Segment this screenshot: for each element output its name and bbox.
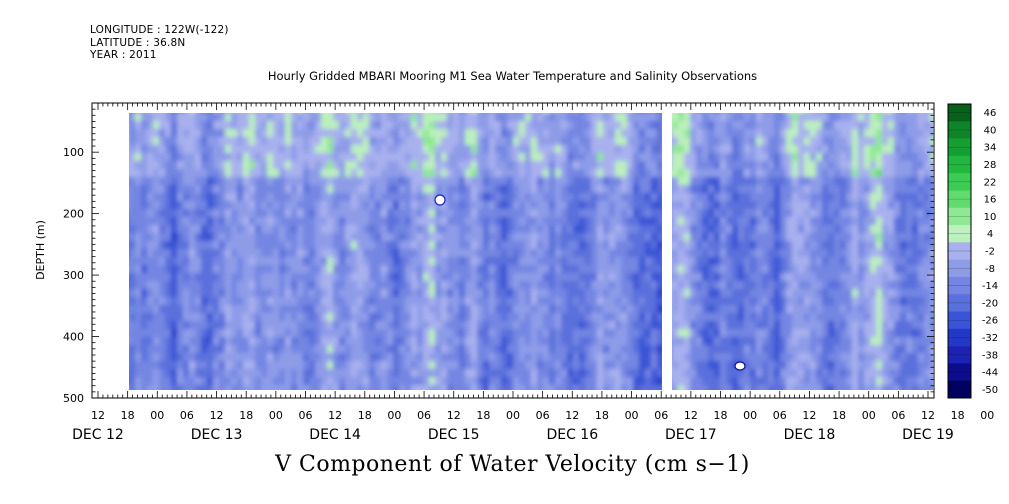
colorbar-swatch <box>948 121 971 139</box>
x-hour-tick-label: 00 <box>269 409 283 422</box>
colorbar-label: 16 <box>984 195 997 206</box>
colorbar-swatch <box>948 173 971 191</box>
missing-data-blob <box>734 361 746 371</box>
x-date-label: DEC 17 <box>665 427 717 443</box>
x-hour-tick-label: 12 <box>565 409 579 422</box>
x-hour-tick-label: 00 <box>387 409 401 422</box>
x-hour-tick-label: 00 <box>980 409 994 422</box>
colorbar-label: 46 <box>984 108 997 119</box>
x-hour-tick-label: 18 <box>121 409 135 422</box>
x-hour-tick-label: 06 <box>180 409 194 422</box>
colorbar-swatch <box>948 207 971 226</box>
x-hour-tick-label: 06 <box>891 409 905 422</box>
y-tick-label: 400 <box>63 331 84 344</box>
colorbar-swatch <box>948 104 971 122</box>
colorbar-label: -50 <box>982 385 998 396</box>
colorbar-swatch <box>948 225 971 243</box>
colorbar-label: 22 <box>984 177 997 188</box>
longitude-label: LONGITUDE : 122W(-122) <box>90 24 229 36</box>
colorbar-label: -38 <box>982 350 998 361</box>
x-date-label: DEC 13 <box>191 427 243 443</box>
colorbar-label: -8 <box>985 264 995 275</box>
chart-title: Hourly Gridded MBARI Mooring M1 Sea Wate… <box>267 69 758 83</box>
x-date-label: DEC 19 <box>902 427 954 443</box>
colorbar: 46 40 34 28 22 16 10 4 -2 -8 -14 -20 -26 -32 -38 -44 -50 <box>947 103 998 399</box>
x-hour-tick-label: 12 <box>802 409 816 422</box>
x-date-label: DEC 16 <box>546 427 598 443</box>
missing-data-blob <box>434 194 446 206</box>
x-hour-tick-label: 18 <box>714 409 728 422</box>
colorbar-label: -20 <box>982 298 998 309</box>
colorbar-label: -26 <box>982 316 998 327</box>
colorbar-swatch <box>948 346 971 364</box>
colorbar-swatch <box>948 190 971 209</box>
x-date-label: DEC 15 <box>428 427 480 443</box>
colorbar-swatch <box>948 276 971 295</box>
colorbar-label: 34 <box>984 143 997 154</box>
x-hour-tick-label: 18 <box>358 409 372 422</box>
colorbar-label: 4 <box>987 229 993 240</box>
x-hour-tick-label: 00 <box>625 409 639 422</box>
y-tick-label: 100 <box>63 146 84 159</box>
colorbar-swatch <box>948 155 971 174</box>
colorbar-label: 28 <box>984 160 997 171</box>
x-hour-tick-label: 12 <box>328 409 342 422</box>
metadata-block: LONGITUDE : 122W(-122) LATITUDE : 36.8N … <box>90 24 229 62</box>
colorbar-label: -14 <box>982 281 998 292</box>
x-hour-tick-label: 12 <box>91 409 105 422</box>
heatmap-segment-before-gap <box>129 113 662 390</box>
x-hour-tick-label: 12 <box>447 409 461 422</box>
chart-title-row: Hourly Gridded MBARI Mooring M1 Sea Wate… <box>0 69 1009 83</box>
y-tick-label: 500 <box>63 392 84 405</box>
colorbar-swatch <box>948 380 971 399</box>
x-hour-tick-label: 00 <box>150 409 164 422</box>
x-hour-tick-label: 00 <box>862 409 876 422</box>
y-axis-label: DEPTH (m) <box>34 220 47 280</box>
x-hour-tick-label: 18 <box>595 409 609 422</box>
axes: 12 18 00 06 12 18 00 06 12 18 00 06 12 18 00 06 12 18 00 06… <box>34 102 994 443</box>
heatmap-segment-after-gap <box>672 113 933 390</box>
x-hour-tick-label: 00 <box>506 409 520 422</box>
y-tick-label: 200 <box>63 208 84 221</box>
colorbar-swatch <box>948 328 971 347</box>
variable-title: V Component of Water Velocity (cm s−1) <box>275 452 750 477</box>
colorbar-swatch <box>948 242 971 260</box>
heatmap-field <box>129 113 933 390</box>
x-hour-tick-label: 06 <box>773 409 787 422</box>
colorbar-swatch <box>948 259 971 278</box>
x-hour-tick-label: 18 <box>239 409 253 422</box>
x-date-label: DEC 14 <box>309 427 361 443</box>
x-hour-tick-label: 06 <box>299 409 313 422</box>
x-hour-tick-label: 06 <box>536 409 550 422</box>
x-hour-tick-label: 12 <box>210 409 224 422</box>
latitude-label: LATITUDE : 36.8N <box>90 36 186 49</box>
x-hour-tick-label: 12 <box>921 409 935 422</box>
colorbar-swatch <box>948 363 971 382</box>
colorbar-label: -44 <box>982 368 998 379</box>
colorbar-swatch <box>948 138 971 157</box>
x-hour-tick-label: 00 <box>743 409 757 422</box>
x-date-label: DEC 12 <box>72 427 124 443</box>
x-hour-tick-label: 18 <box>476 409 490 422</box>
colorbar-label: -32 <box>982 333 998 344</box>
colorbar-swatch <box>948 294 971 312</box>
x-hour-tick-label: 06 <box>654 409 668 422</box>
x-hour-tick-label: 18 <box>951 409 965 422</box>
x-hour-tick-label: 06 <box>417 409 431 422</box>
x-hour-tick-label: 18 <box>832 409 846 422</box>
y-tick-label: 300 <box>63 269 84 282</box>
variable-title-row: V Component of Water Velocity (cm s−1) <box>0 452 1009 477</box>
colorbar-frame <box>947 103 972 399</box>
colorbar-label: 40 <box>984 125 997 136</box>
colorbar-swatch <box>948 311 971 330</box>
year-label: YEAR : 2011 <box>90 49 157 61</box>
x-date-label: DEC 18 <box>784 427 836 443</box>
colorbar-label: -2 <box>985 247 995 258</box>
x-hour-tick-label: 12 <box>684 409 698 422</box>
colorbar-label: 10 <box>984 212 997 223</box>
